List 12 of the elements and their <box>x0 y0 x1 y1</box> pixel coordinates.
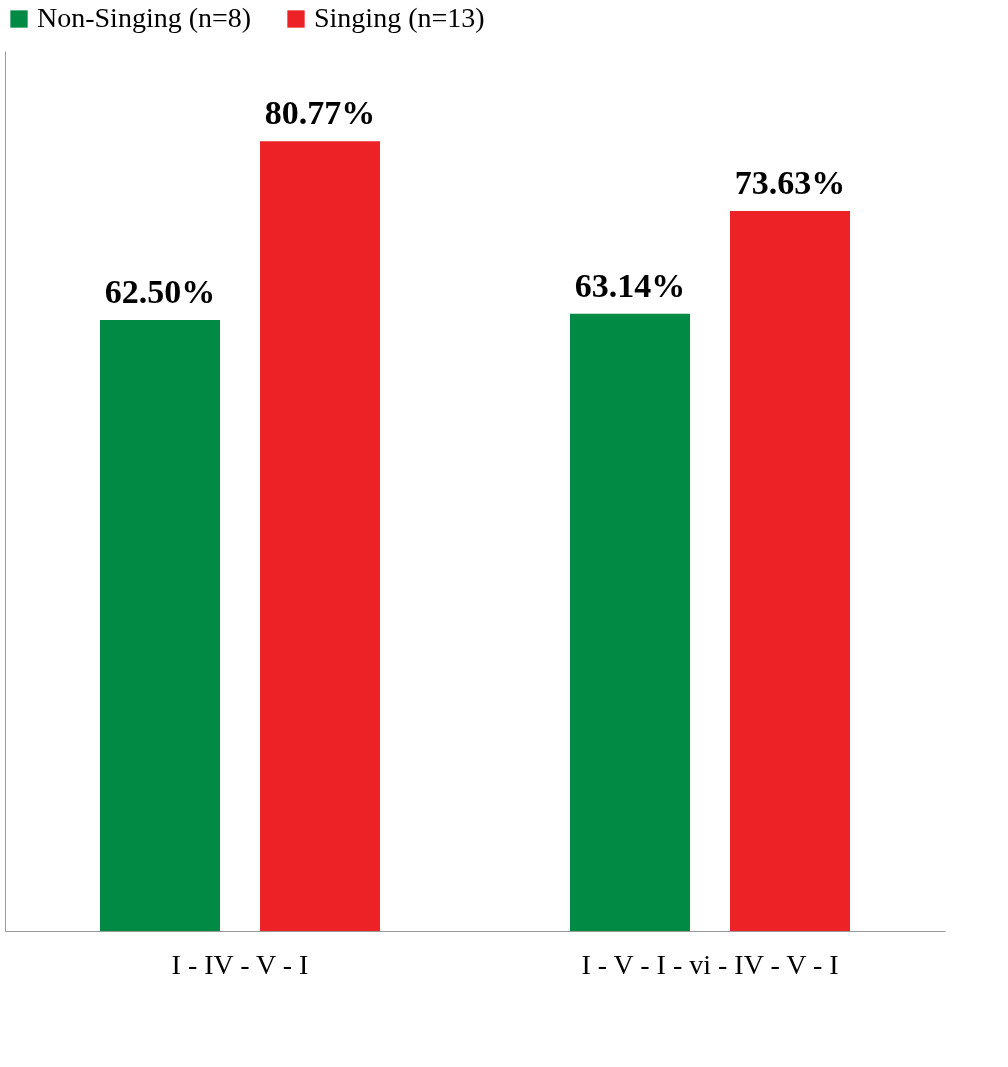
legend-label: Singing (n=13) <box>314 2 485 33</box>
legend-label: Non-Singing (n=8) <box>37 2 252 33</box>
bar <box>730 211 850 931</box>
data-label: 63.14% <box>574 266 686 304</box>
data-label: 80.77% <box>264 94 376 132</box>
x-tick-label: I - V - I - vi - IV - V - I <box>581 948 839 980</box>
data-label: 62.50% <box>104 272 216 310</box>
bar <box>100 319 220 931</box>
x-tick-label: I - IV - V - I <box>171 948 309 980</box>
bar <box>260 141 380 931</box>
bar <box>570 313 690 931</box>
data-label: 73.63% <box>734 164 846 202</box>
